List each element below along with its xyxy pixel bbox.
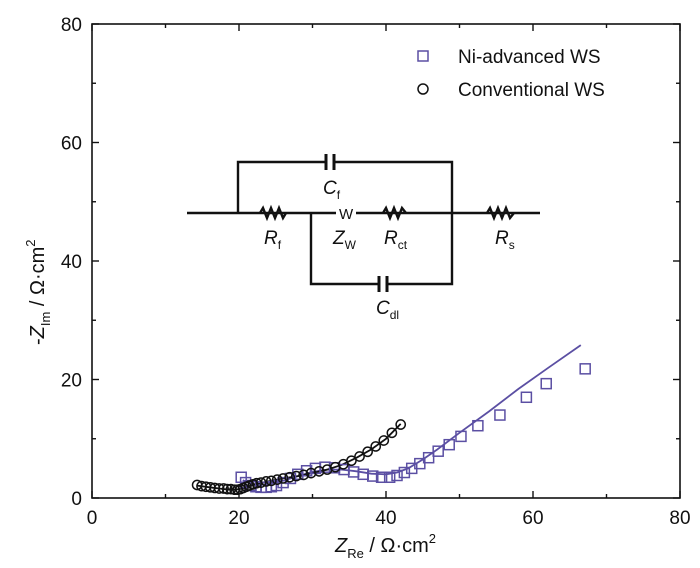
legend: Ni-advanced WS Conventional WS bbox=[417, 47, 605, 101]
x-tick-labels: 0 20 40 60 80 bbox=[87, 508, 691, 529]
capacitor-cf-gap bbox=[325, 155, 335, 169]
data-point-conventional bbox=[271, 474, 283, 485]
warburg-gap bbox=[336, 206, 356, 220]
data-point-ni-advanced bbox=[383, 471, 396, 484]
data-point-conventional bbox=[255, 477, 267, 488]
legend-label-conventional: Conventional WS bbox=[458, 80, 605, 101]
label-cf: Cf bbox=[323, 178, 341, 202]
data-point-ni-advanced bbox=[391, 469, 403, 482]
data-point-conventional bbox=[305, 467, 317, 479]
legend-circle-marker bbox=[417, 83, 429, 95]
y-axis-label: -ZIm / Ω·cm2 bbox=[23, 239, 53, 345]
data-point-conventional bbox=[370, 441, 382, 452]
data-point-conventional bbox=[218, 483, 229, 494]
data-point-ni-advanced bbox=[277, 476, 289, 489]
data-point-ni-advanced bbox=[579, 363, 591, 375]
data-point-conventional bbox=[265, 475, 277, 487]
resistor-rf bbox=[258, 204, 288, 222]
label-rs: Rs bbox=[495, 228, 515, 252]
equivalent-circuit-inset bbox=[187, 154, 540, 292]
data-point-conventional bbox=[298, 469, 310, 481]
resistor-rct bbox=[381, 204, 407, 222]
y-tick-labels: 0 20 40 60 80 bbox=[61, 15, 82, 510]
circuit-cf-loop bbox=[236, 160, 454, 213]
data-point-ni-advanced bbox=[443, 438, 455, 451]
axis-ticks bbox=[91, 23, 681, 499]
data-point-conventional bbox=[354, 451, 365, 462]
data-point-conventional bbox=[378, 435, 390, 446]
data-point-conventional bbox=[213, 483, 225, 494]
legend-item-ni-advanced: Ni-advanced WS bbox=[417, 47, 601, 68]
data-point-ni-advanced bbox=[422, 451, 435, 464]
legend-label-ni-advanced: Ni-advanced WS bbox=[458, 47, 601, 68]
capacitor-cdl-gap bbox=[378, 277, 388, 291]
circuit-labels: Cf Rf ZW Rct Rs Cdl bbox=[264, 178, 515, 322]
data-point-ni-advanced bbox=[540, 377, 552, 390]
x-tick-label: 40 bbox=[375, 508, 396, 529]
data-point-conventional bbox=[284, 471, 296, 483]
data-point-conventional bbox=[386, 427, 398, 439]
legend-square-marker bbox=[417, 50, 429, 62]
data-point-ni-advanced bbox=[375, 471, 388, 484]
data-point-conventional bbox=[346, 455, 357, 467]
data-markers bbox=[191, 363, 591, 496]
y-tick-label: 60 bbox=[61, 134, 82, 155]
x-tick-label: 60 bbox=[522, 508, 543, 529]
data-point-ni-advanced bbox=[367, 470, 379, 482]
data-point-ni-advanced bbox=[414, 457, 426, 470]
y-tick-label: 20 bbox=[61, 371, 82, 392]
resistor-rs bbox=[485, 204, 515, 222]
data-point-conventional bbox=[221, 483, 233, 495]
label-zw: ZW bbox=[332, 228, 357, 252]
data-point-conventional bbox=[395, 419, 407, 430]
data-point-ni-advanced bbox=[472, 419, 484, 432]
data-point-ni-advanced bbox=[494, 409, 506, 421]
warburg-symbol: W bbox=[339, 206, 354, 223]
data-point-ni-advanced bbox=[398, 466, 411, 479]
label-rct: Rct bbox=[384, 228, 408, 252]
y-tick-label: 40 bbox=[61, 252, 82, 273]
data-point-conventional bbox=[260, 476, 272, 487]
data-point-ni-advanced bbox=[357, 468, 369, 481]
data-point-ni-advanced bbox=[432, 445, 444, 457]
label-rf: Rf bbox=[264, 228, 282, 252]
data-point-ni-advanced bbox=[520, 391, 533, 404]
data-point-conventional bbox=[313, 465, 325, 477]
data-point-conventional bbox=[277, 473, 289, 484]
data-point-conventional bbox=[290, 470, 302, 482]
y-tick-label: 0 bbox=[71, 489, 82, 510]
x-tick-label: 80 bbox=[669, 508, 690, 529]
label-cdl: Cdl bbox=[376, 298, 399, 322]
x-tick-label: 0 bbox=[87, 508, 98, 529]
data-point-ni-advanced bbox=[455, 430, 467, 443]
legend-item-conventional: Conventional WS bbox=[417, 80, 605, 101]
x-tick-label: 20 bbox=[228, 508, 249, 529]
y-tick-label: 80 bbox=[61, 15, 82, 36]
fit-lines bbox=[196, 344, 582, 491]
x-axis-label: ZRe / Ω·cm2 bbox=[334, 531, 436, 561]
data-point-conventional bbox=[362, 446, 373, 458]
